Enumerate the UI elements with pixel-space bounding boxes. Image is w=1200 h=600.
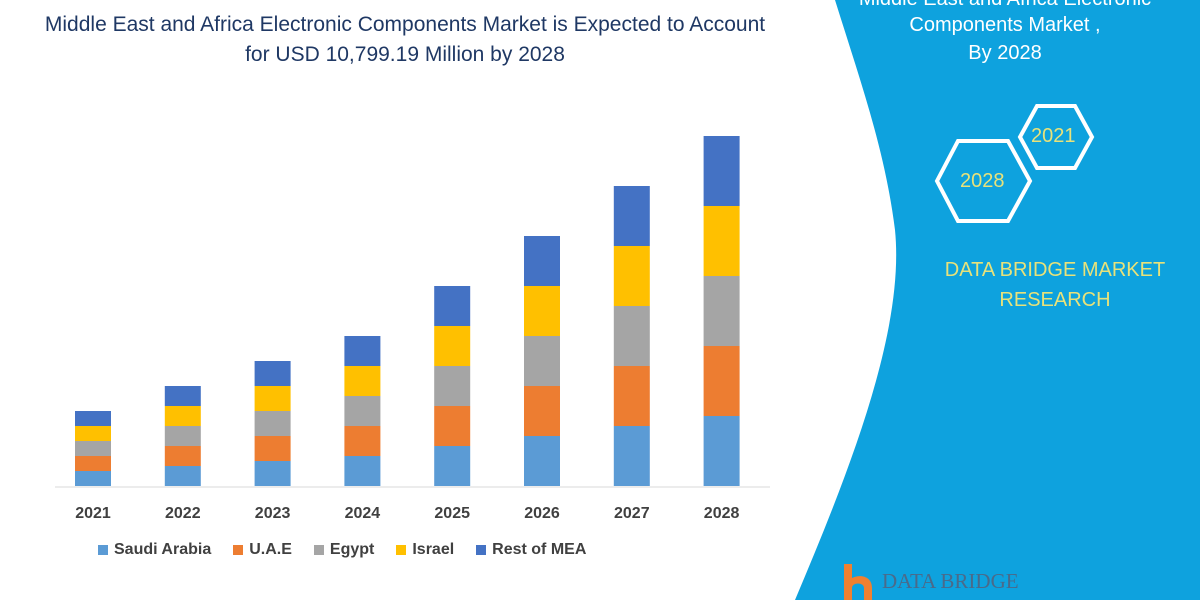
- x-tick-label: 2021: [75, 505, 111, 522]
- bar-2026-israel: [524, 286, 560, 336]
- bar-2021-egypt: [75, 441, 111, 456]
- side-title-line3: By 2028: [968, 42, 1042, 64]
- bar-2026-u-a-e: [524, 386, 560, 436]
- bar-2023-u-a-e: [254, 436, 291, 461]
- legend-item: U.A.E: [233, 541, 292, 559]
- bar-2026-saudi-arabia: [524, 436, 560, 486]
- side-title-line1: Middle East and Africa Electronic: [830, 0, 1180, 12]
- bar-2025-u-a-e: [434, 406, 471, 446]
- bar-2028-rest-of-mea: [703, 136, 740, 206]
- bar-2027-saudi-arabia: [613, 426, 650, 486]
- bar-2024-rest-of-mea: [344, 336, 381, 366]
- blue-side-panel: [795, 0, 1200, 600]
- bar-2025-rest-of-mea: [434, 286, 471, 326]
- bar-2028-israel: [703, 206, 740, 276]
- side-title-line2: Components Market ,: [909, 14, 1101, 36]
- bar-2023-rest-of-mea: [254, 361, 291, 386]
- bar-2023-egypt: [254, 411, 291, 436]
- brand-line2: RESEARCH: [999, 289, 1111, 311]
- hex-label-2028: 2028: [960, 170, 1005, 192]
- x-tick-label: 2025: [434, 505, 470, 522]
- bar-2024-egypt: [344, 396, 381, 426]
- legend-label: U.A.E: [249, 541, 292, 558]
- bar-2028-saudi-arabia: [703, 416, 740, 486]
- bar-2021-saudi-arabia: [75, 471, 111, 486]
- legend-item: Egypt: [313, 541, 375, 559]
- legend-swatch: [476, 545, 487, 555]
- bar-2021-rest-of-mea: [75, 411, 111, 426]
- bar-2026-egypt: [524, 336, 560, 386]
- bar-2025-egypt: [434, 366, 471, 406]
- legend-swatch: [396, 545, 407, 555]
- bar-2027-israel: [613, 246, 650, 306]
- bar-2027-u-a-e: [613, 366, 650, 426]
- legend-label: Rest of MEA: [492, 541, 587, 558]
- legend-item: Rest of MEA: [476, 541, 586, 559]
- bar-2023-israel: [254, 386, 291, 411]
- legend: Saudi Arabia U.A.E Egypt Israel Rest of MEA: [98, 541, 608, 559]
- legend-label: Egypt: [329, 541, 375, 558]
- bar-2027-egypt: [613, 306, 650, 366]
- legend-label: Saudi Arabia: [114, 541, 212, 558]
- legend-item: Saudi Arabia: [98, 541, 211, 559]
- bar-2024-u-a-e: [344, 426, 381, 456]
- bar-2024-saudi-arabia: [344, 456, 381, 486]
- logo: DATA BRIDGE: [840, 562, 1019, 600]
- legend-item: Israel: [396, 541, 454, 559]
- bar-2023-saudi-arabia: [254, 461, 291, 486]
- legend-swatch: [313, 545, 324, 555]
- bar-2026-rest-of-mea: [524, 236, 560, 286]
- hexagon-2028: [934, 139, 1033, 223]
- bar-2028-u-a-e: [703, 346, 740, 416]
- bar-2028-egypt: [703, 276, 740, 346]
- bar-2022-u-a-e: [164, 446, 201, 466]
- x-tick-label: 2027: [614, 505, 650, 522]
- brand-text: DATA BRIDGE MARKET RESEARCH: [920, 255, 1190, 315]
- x-tick-label: 2024: [345, 505, 381, 522]
- bar-2022-rest-of-mea: [164, 386, 201, 406]
- chart-title: Middle East and Africa Electronic Compon…: [44, 13, 766, 66]
- logo-text: DATA BRIDGE: [882, 568, 1019, 593]
- bar-2021-u-a-e: [75, 456, 111, 471]
- bar-2022-egypt: [164, 426, 201, 446]
- stacked-bar-chart: 2021 2022 2023 2024 2025 2026 2027 2028: [55, 136, 770, 522]
- bar-2022-saudi-arabia: [164, 466, 201, 486]
- logo-mark-icon: [844, 564, 872, 600]
- brand-line1: DATA BRIDGE MARKET: [944, 259, 1166, 281]
- hexagon-2021: [1017, 104, 1095, 170]
- bar-2025-saudi-arabia: [434, 446, 471, 486]
- bar-2025-israel: [434, 326, 471, 366]
- legend-label: Israel: [412, 541, 455, 558]
- legend-swatch: [233, 545, 244, 555]
- legend-swatch: [98, 545, 108, 555]
- bar-2024-israel: [344, 366, 381, 396]
- x-tick-label: 2026: [524, 505, 560, 522]
- hex-label-2021: 2021: [1031, 125, 1076, 147]
- x-tick-label: 2022: [165, 505, 201, 522]
- bar-2027-rest-of-mea: [613, 186, 650, 246]
- x-tick-label: 2023: [255, 505, 291, 522]
- x-tick-label: 2028: [704, 505, 740, 522]
- bar-2021-israel: [75, 426, 111, 441]
- bar-2022-israel: [164, 406, 201, 426]
